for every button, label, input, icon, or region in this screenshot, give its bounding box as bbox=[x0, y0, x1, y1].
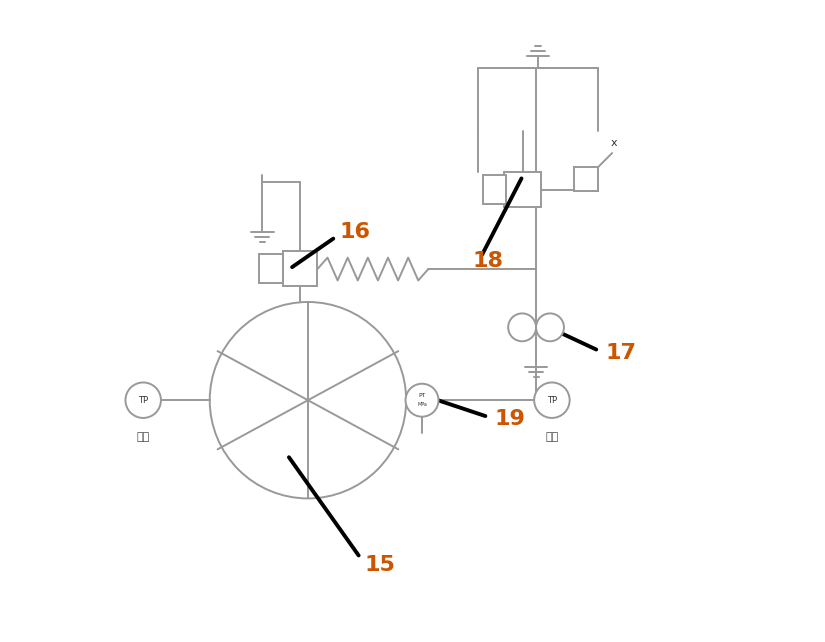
Circle shape bbox=[534, 383, 569, 418]
Text: MPa: MPa bbox=[417, 402, 427, 407]
Text: 19: 19 bbox=[495, 409, 526, 429]
Bar bbox=[483, 175, 506, 204]
Bar bbox=[504, 172, 541, 207]
Text: 进气: 进气 bbox=[137, 432, 150, 442]
Circle shape bbox=[536, 313, 564, 342]
Text: TP: TP bbox=[138, 395, 148, 404]
Text: 16: 16 bbox=[340, 222, 370, 242]
Bar bbox=[283, 251, 318, 286]
Text: TP: TP bbox=[547, 395, 557, 404]
Bar bbox=[574, 167, 598, 191]
Circle shape bbox=[406, 384, 438, 417]
Text: x: x bbox=[610, 138, 617, 148]
Text: 排气: 排气 bbox=[545, 432, 559, 442]
Circle shape bbox=[125, 383, 161, 418]
Text: 17: 17 bbox=[606, 343, 637, 363]
Circle shape bbox=[508, 313, 536, 342]
Text: 15: 15 bbox=[365, 555, 396, 575]
Bar bbox=[259, 254, 283, 283]
Text: PT: PT bbox=[418, 394, 426, 398]
Text: 18: 18 bbox=[473, 251, 504, 271]
